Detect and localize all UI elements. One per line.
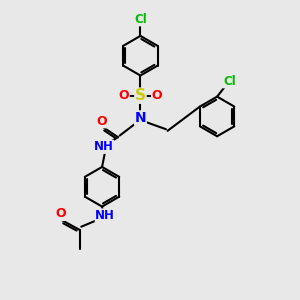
Text: Cl: Cl [223, 75, 236, 88]
Text: O: O [118, 89, 129, 102]
Text: O: O [97, 115, 107, 128]
Text: NH: NH [95, 209, 115, 222]
Text: O: O [152, 89, 162, 102]
Text: N: N [135, 111, 146, 125]
Text: O: O [55, 207, 66, 220]
Text: S: S [135, 88, 146, 103]
Text: NH: NH [94, 140, 114, 153]
Text: Cl: Cl [134, 13, 147, 26]
